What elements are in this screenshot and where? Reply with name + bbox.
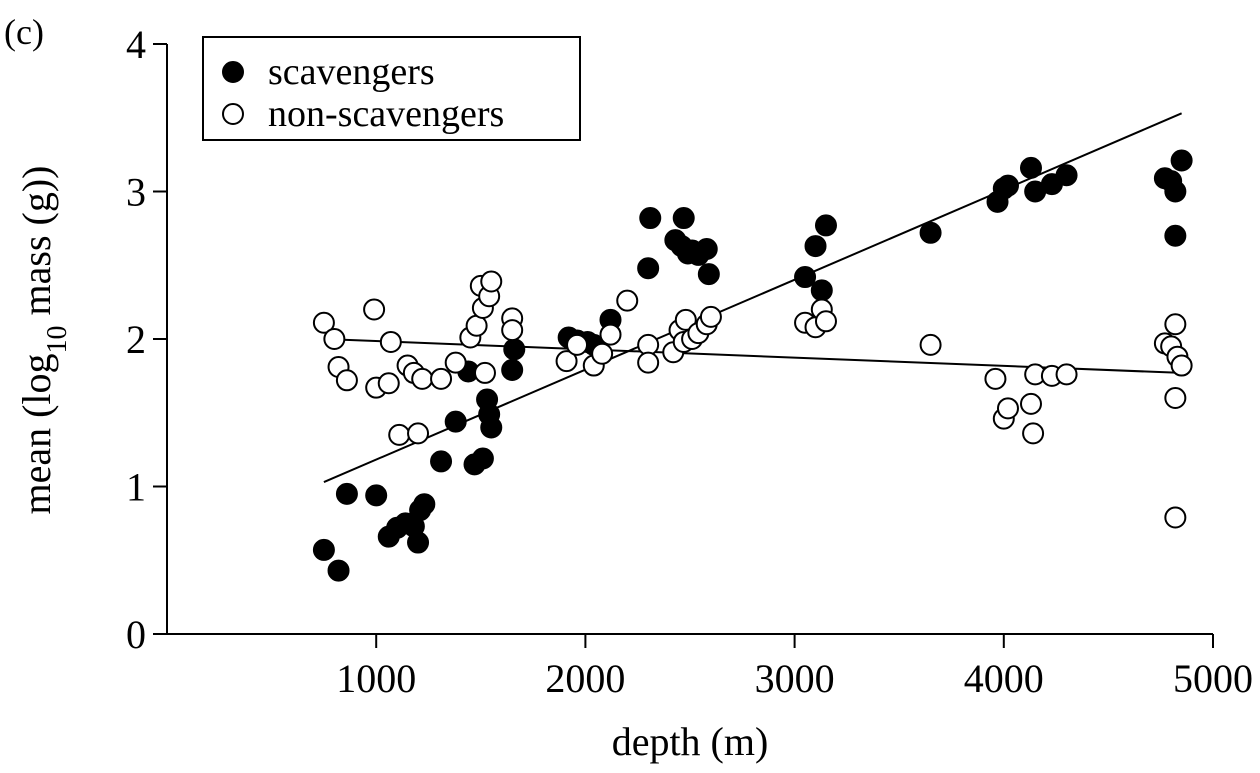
y-axis-title-main: mean (log [14, 353, 59, 514]
point-scavengers [327, 559, 350, 582]
point-scavengers [471, 447, 494, 470]
point-non-scavengers [1164, 387, 1187, 409]
y-tick-label: 4 [126, 22, 146, 67]
point-scavengers [804, 235, 827, 258]
y-tick-label: 2 [126, 317, 146, 362]
point-non-scavengers [473, 361, 496, 384]
point-scavengers [1055, 164, 1078, 187]
point-non-scavengers [335, 369, 358, 392]
point-non-scavengers [430, 367, 453, 390]
x-axis-title: depth (m) [612, 719, 769, 764]
point-non-scavengers [919, 333, 942, 356]
x-tick-label: 1000 [336, 656, 416, 701]
point-scavengers [810, 279, 833, 302]
point-non-scavengers [377, 372, 400, 395]
point-non-scavengers [1164, 313, 1187, 336]
point-scavengers [430, 450, 453, 473]
point-non-scavengers [323, 328, 346, 350]
point-scavengers [312, 538, 335, 561]
point-scavengers [919, 221, 942, 244]
point-non-scavengers [984, 367, 1007, 390]
point-scavengers [444, 410, 467, 433]
y-axis-title: mean (log10 mass (g)) [14, 165, 73, 514]
point-non-scavengers [674, 308, 697, 331]
x-tick-label: 2000 [545, 656, 625, 701]
y-tick-label: 3 [126, 170, 146, 215]
point-scavengers [1164, 180, 1187, 203]
point-scavengers [365, 484, 388, 507]
point-scavengers [794, 266, 817, 289]
point-non-scavengers [591, 342, 614, 365]
point-non-scavengers [1019, 392, 1042, 415]
legend: scavengers non-scavengers [202, 36, 581, 141]
point-non-scavengers [599, 323, 622, 346]
legend-marker-non-scavengers [222, 103, 244, 125]
y-tick-label: 1 [126, 465, 146, 510]
point-scavengers [1164, 224, 1187, 247]
point-scavengers [672, 207, 695, 230]
point-scavengers [814, 214, 837, 237]
point-non-scavengers [312, 311, 335, 334]
point-non-scavengers [566, 333, 589, 356]
point-non-scavengers [1170, 354, 1193, 377]
point-non-scavengers [407, 422, 430, 445]
point-non-scavengers [637, 351, 660, 374]
legend-marker-scavengers [222, 61, 244, 83]
legend-label-non-scavengers: non-scavengers [268, 93, 504, 135]
point-scavengers [637, 257, 660, 280]
point-non-scavengers [616, 289, 639, 312]
point-scavengers [697, 263, 720, 286]
point-non-scavengers [480, 270, 503, 293]
point-non-scavengers [411, 367, 434, 390]
point-scavengers [335, 482, 358, 505]
point-non-scavengers [996, 397, 1019, 420]
point-scavengers [501, 358, 524, 381]
data-points [312, 149, 1193, 582]
y-axis-title-subscript: 10 [42, 325, 73, 353]
point-non-scavengers [388, 423, 411, 446]
legend-box [202, 36, 581, 141]
point-non-scavengers [814, 310, 837, 333]
y-axis-title-rest: mass (g)) [14, 165, 59, 325]
point-scavengers [407, 531, 430, 554]
legend-label-scavengers: scavengers [268, 51, 435, 93]
point-scavengers [1019, 156, 1042, 179]
point-non-scavengers [363, 298, 386, 321]
ticks: 1000 2000 3000 4000 5000 0 1 2 3 4 [126, 22, 1253, 701]
point-non-scavengers [444, 351, 467, 374]
x-tick-label: 3000 [755, 656, 835, 701]
panel-label: (c) [4, 12, 44, 52]
point-non-scavengers [1022, 422, 1045, 445]
point-scavengers [1170, 149, 1193, 172]
x-tick-label: 5000 [1173, 656, 1253, 701]
x-tick-label: 4000 [964, 656, 1044, 701]
point-non-scavengers [501, 319, 524, 342]
point-scavengers [695, 238, 718, 261]
point-scavengers [413, 493, 436, 516]
point-scavengers [996, 174, 1019, 197]
point-non-scavengers [555, 350, 578, 373]
point-non-scavengers [699, 305, 722, 328]
point-non-scavengers [1164, 506, 1187, 529]
point-non-scavengers [379, 330, 402, 353]
point-scavengers [639, 207, 662, 230]
point-non-scavengers [1055, 363, 1078, 386]
y-tick-label: 0 [126, 612, 146, 657]
point-scavengers [503, 338, 526, 361]
point-scavengers [480, 416, 503, 439]
